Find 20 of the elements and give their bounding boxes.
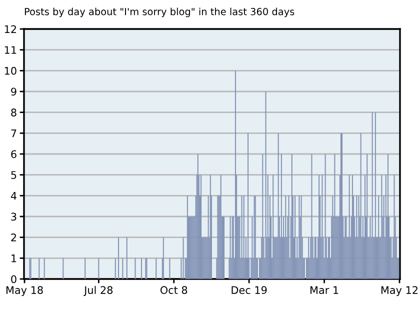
y-tick-label: 8 — [11, 108, 16, 116]
y-tick-label: 9 — [11, 88, 16, 96]
y-tick-label: 1 — [12, 254, 16, 262]
x-tick-label: Dec 19 — [232, 286, 267, 294]
y-tick-label: 6 — [11, 150, 16, 158]
x-tick-label: Mar 1 — [310, 286, 338, 294]
x-tick-label: Jul 28 — [84, 286, 113, 296]
chart-title: Posts by day about "I'm sorry blog" in the last 360 days — [24, 8, 294, 18]
y-tick-label: 7 — [11, 130, 16, 138]
x-tick-label: May 18 — [6, 286, 43, 296]
y-tick-label: 4 — [10, 192, 16, 200]
x-tick-label: Oct 8 — [160, 286, 188, 294]
y-tick-label: 10 — [4, 66, 16, 75]
y-tick-label: 5 — [11, 171, 16, 179]
y-tick-label: 11 — [4, 46, 16, 54]
y-tick-label: 12 — [4, 25, 16, 33]
y-tick-label: 0 — [11, 275, 16, 284]
x-tick-label: May 12 — [381, 286, 418, 296]
y-tick-label: 3 — [11, 212, 16, 221]
y-tick-label: 2 — [11, 234, 16, 242]
